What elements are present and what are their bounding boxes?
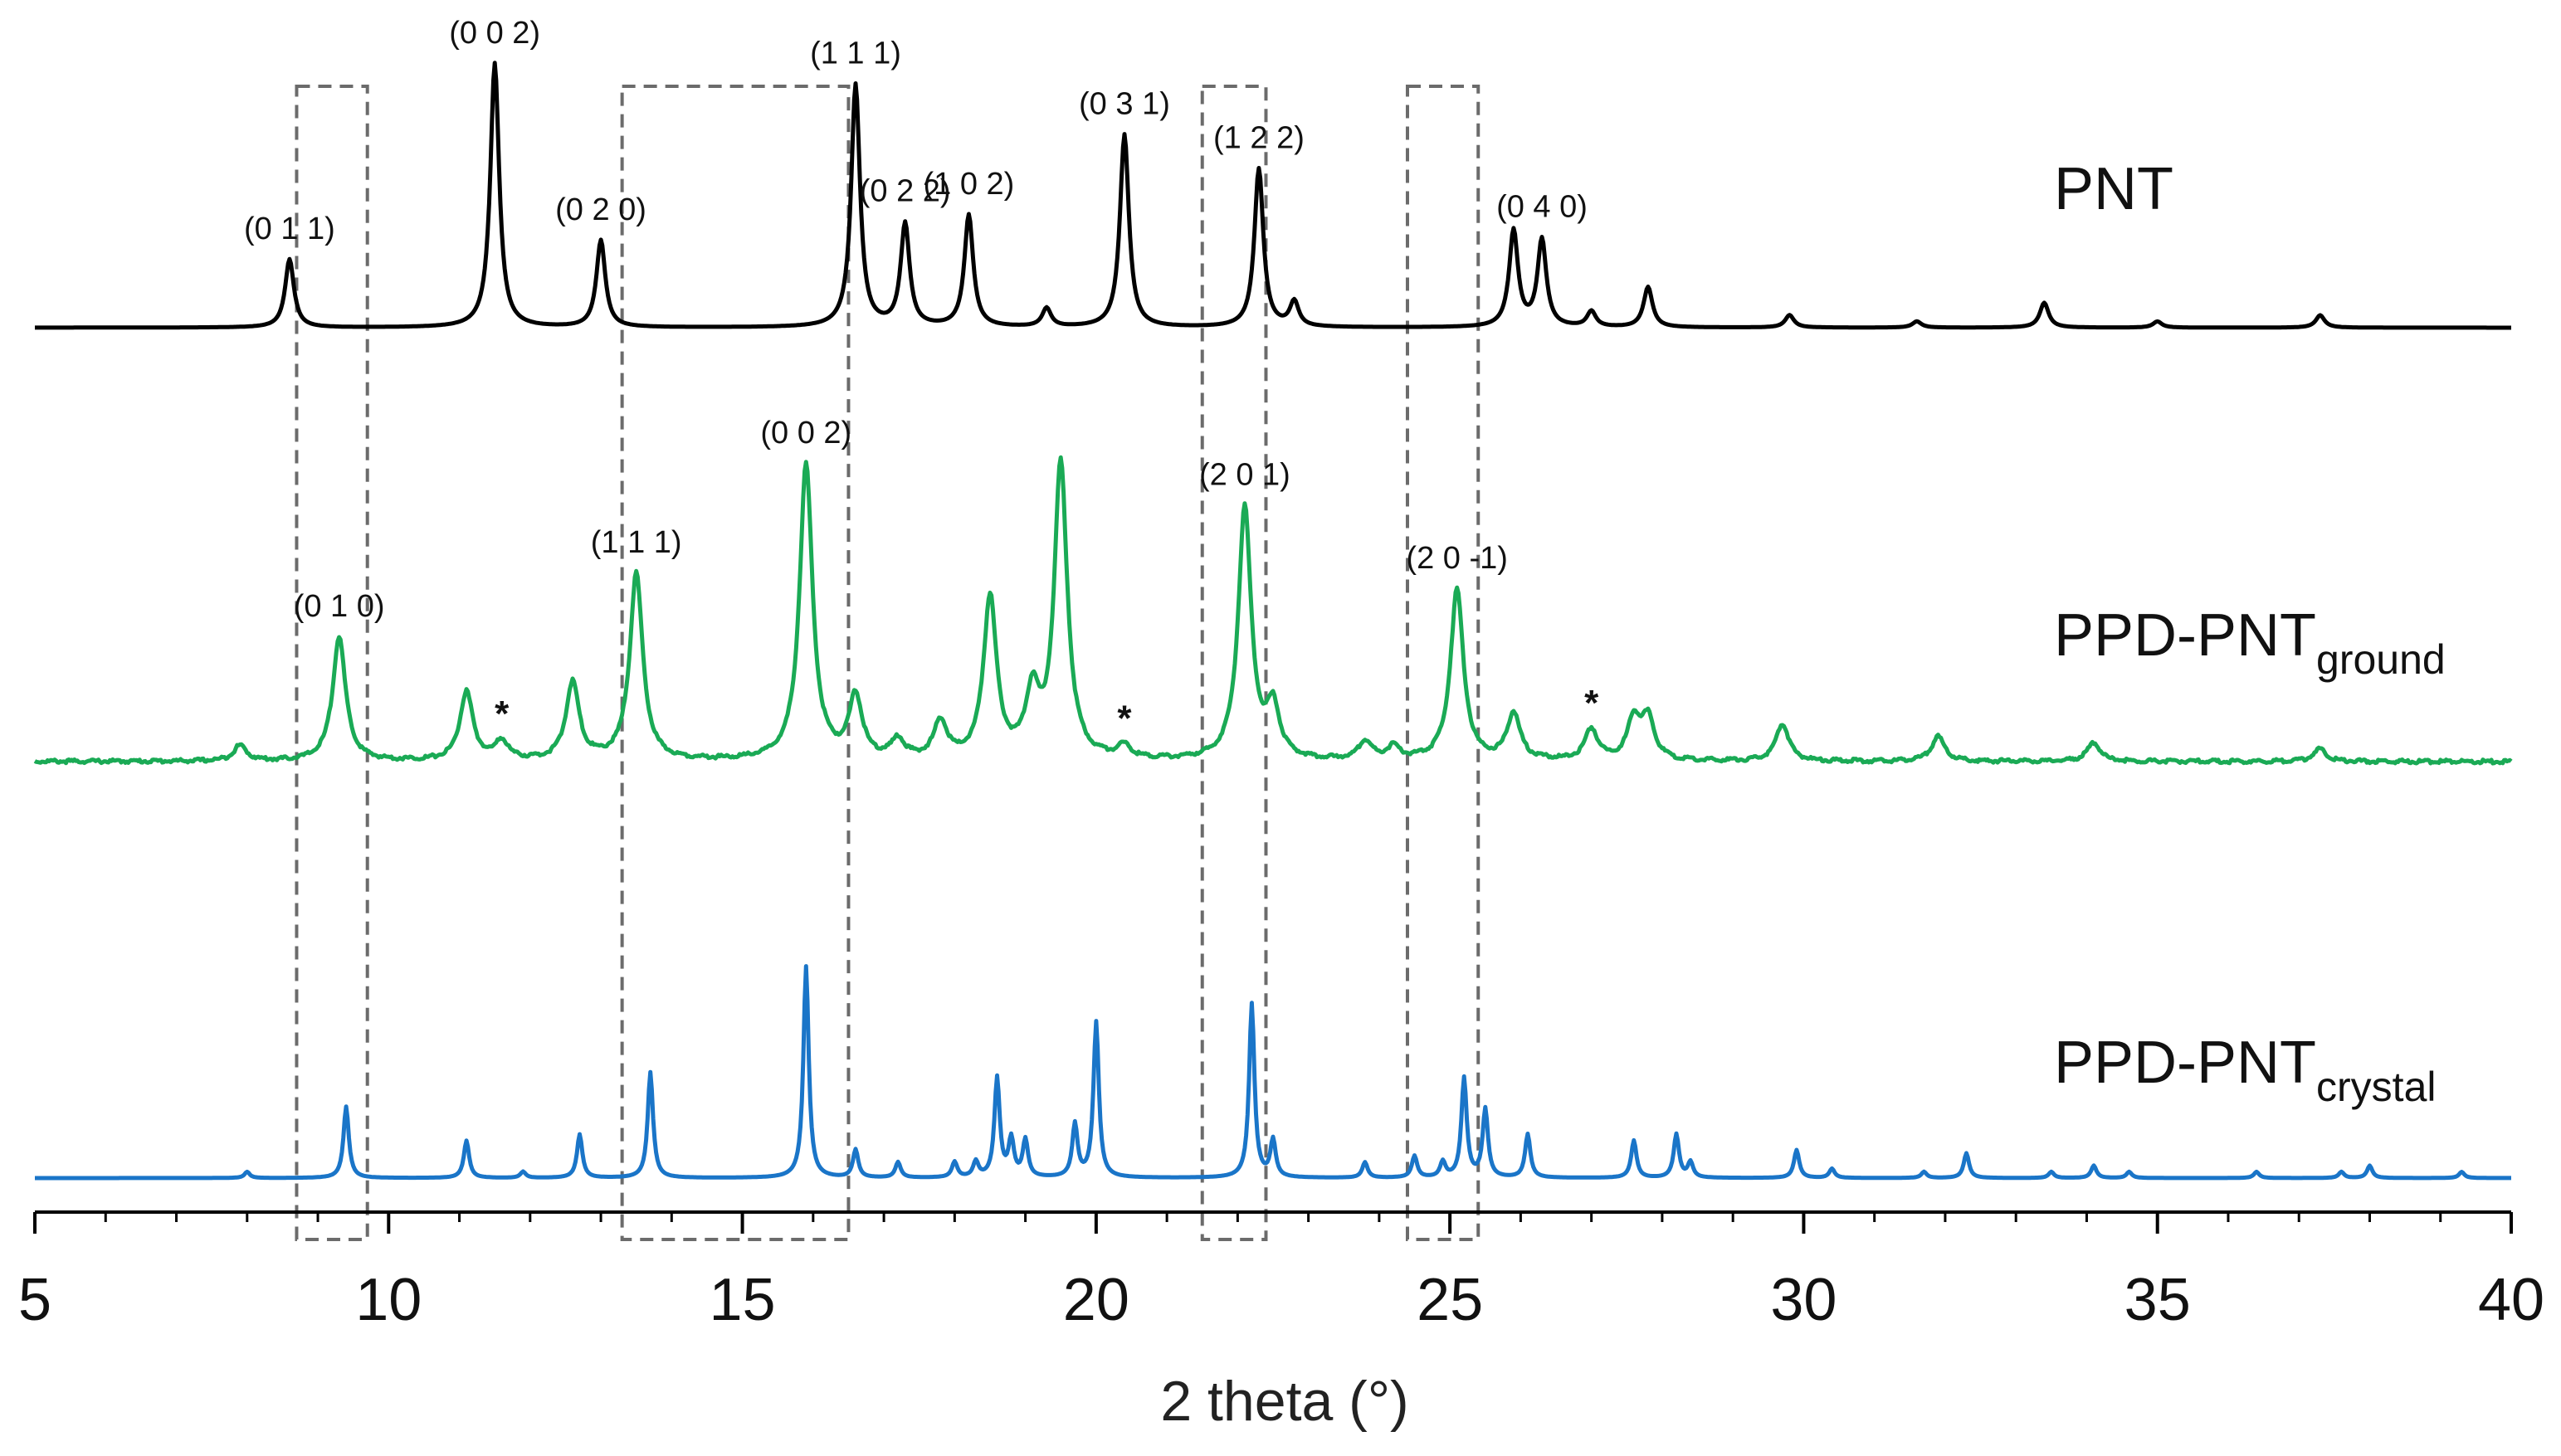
impurity-marker: * xyxy=(1584,683,1599,723)
series-line-3 xyxy=(34,964,2512,1181)
peak-label: (0 2 2) xyxy=(860,174,951,209)
impurity-marker: * xyxy=(495,694,510,734)
series-name: PPD-PNTground xyxy=(2054,602,2446,683)
highlight-box xyxy=(1405,85,1481,1241)
peak-labels: (0 1 1) (0 0 2) (0 2 0) (1 1 1) (0 2 2)(1 0 … xyxy=(244,16,1599,739)
x-tick-label: 40 xyxy=(2478,1267,2544,1333)
x-tick-label: 20 xyxy=(1063,1267,1129,1333)
peak-label: (0 2 0) xyxy=(555,192,646,227)
peak-label: (0 0 2) xyxy=(449,16,540,51)
x-axis: 5 10 15 20 25 30 35 40 xyxy=(18,1210,2544,1333)
peak-label: (0 3 1) xyxy=(1079,87,1170,122)
peak-label: (2 0 1) xyxy=(1199,457,1290,492)
series-names: PNT PPD-PNTground PPD-PNTcrystal xyxy=(2054,156,2446,1110)
x-tick-label: 30 xyxy=(1770,1267,1837,1333)
series-name-subscript: crystal xyxy=(2316,1064,2436,1110)
x-tick-label: 10 xyxy=(355,1267,422,1333)
series-name-subscript: ground xyxy=(2316,636,2446,683)
x-tick-label: 25 xyxy=(1417,1267,1483,1333)
x-tick-label: 5 xyxy=(18,1267,51,1333)
peak-label: (1 1 1) xyxy=(810,37,901,71)
peak-label: (1 1 1) xyxy=(591,525,682,560)
series-name: PNT xyxy=(2054,156,2173,222)
peak-label: (1 0 2) xyxy=(923,167,1014,202)
series-name: PPD-PNTcrystal xyxy=(2054,1030,2437,1110)
peak-label: (2 0 -1) xyxy=(1406,541,1507,576)
highlight-box xyxy=(1200,85,1268,1241)
highlight-box xyxy=(620,85,851,1241)
highlight-boxes xyxy=(295,85,1481,1241)
peak-label: (0 1 1) xyxy=(244,212,335,246)
series-line-2 xyxy=(33,455,2513,766)
x-tick-label: 35 xyxy=(2124,1267,2191,1333)
x-axis-title: 2 theta (°) xyxy=(1160,1370,1408,1433)
x-tick-label: 15 xyxy=(710,1267,776,1333)
peak-label: (0 1 0) xyxy=(294,589,385,624)
peak-label: (0 4 0) xyxy=(1496,190,1588,225)
peak-label: (1 2 2) xyxy=(1213,120,1305,155)
highlight-box xyxy=(295,85,369,1241)
peak-label: (0 0 2) xyxy=(760,416,851,450)
diffraction-patterns xyxy=(33,61,2513,1181)
impurity-marker: * xyxy=(1117,698,1132,738)
series-line-1 xyxy=(34,61,2512,330)
